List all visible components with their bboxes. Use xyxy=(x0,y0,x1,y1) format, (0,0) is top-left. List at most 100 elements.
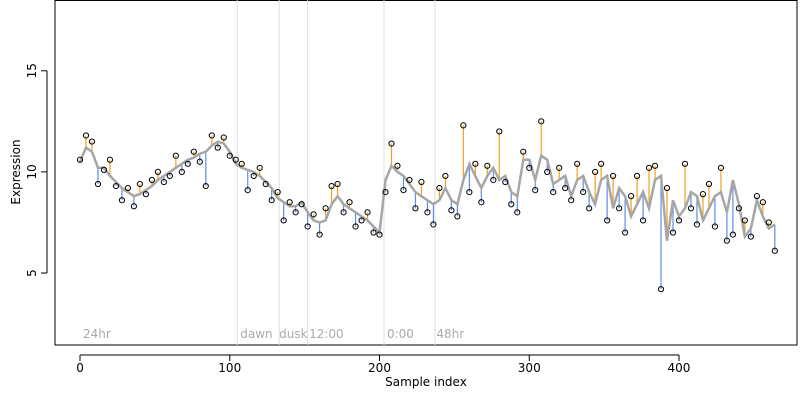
y-tick-label: 5 xyxy=(25,269,39,277)
point xyxy=(753,193,760,200)
y-axis-label: Expression xyxy=(9,139,23,204)
point xyxy=(424,209,431,216)
point xyxy=(759,199,766,206)
point xyxy=(382,189,389,196)
point xyxy=(202,182,209,190)
point xyxy=(771,247,778,254)
point xyxy=(196,158,203,165)
point xyxy=(124,184,132,192)
x-tick-label: 0 xyxy=(76,361,84,375)
point xyxy=(532,186,539,194)
point xyxy=(214,144,221,151)
point xyxy=(226,152,233,159)
point xyxy=(687,205,695,212)
point xyxy=(76,156,84,163)
point xyxy=(717,164,725,171)
point xyxy=(154,168,161,175)
point xyxy=(292,209,299,216)
point xyxy=(406,176,413,184)
point xyxy=(304,223,311,230)
point xyxy=(460,122,467,129)
point xyxy=(136,180,144,188)
point xyxy=(310,211,317,218)
point xyxy=(340,209,347,216)
point xyxy=(316,231,323,238)
point xyxy=(610,172,617,180)
point xyxy=(394,162,401,169)
point xyxy=(118,197,126,204)
point xyxy=(244,186,251,194)
point xyxy=(699,191,707,198)
point xyxy=(376,231,383,238)
point xyxy=(412,205,419,212)
point xyxy=(562,184,569,192)
point xyxy=(490,176,497,184)
point xyxy=(550,189,557,196)
point xyxy=(508,201,515,208)
point xyxy=(286,199,293,206)
point xyxy=(496,128,503,135)
x-axis-label: Sample index xyxy=(385,375,467,389)
annotation: 0:00 xyxy=(387,327,414,341)
point xyxy=(364,209,371,216)
point xyxy=(526,164,533,171)
annotation: dawn xyxy=(240,327,272,341)
point xyxy=(723,237,731,244)
point xyxy=(735,205,742,212)
point xyxy=(232,156,239,163)
point xyxy=(765,219,772,226)
point xyxy=(669,229,677,236)
point xyxy=(190,148,197,155)
point xyxy=(352,223,359,230)
point xyxy=(598,160,605,167)
annotation: 12:00 xyxy=(309,327,344,341)
point xyxy=(100,166,108,173)
point xyxy=(184,160,191,167)
point xyxy=(220,134,227,141)
plot-frame xyxy=(54,0,798,346)
point xyxy=(681,160,689,167)
point xyxy=(130,203,138,210)
point xyxy=(663,184,671,192)
point xyxy=(346,199,353,206)
point xyxy=(621,229,629,236)
point xyxy=(466,189,473,196)
fitted-line xyxy=(78,140,776,241)
point xyxy=(484,162,491,169)
point xyxy=(586,205,593,212)
point xyxy=(705,180,713,188)
point xyxy=(148,176,155,184)
point xyxy=(106,156,114,163)
point xyxy=(256,164,263,171)
point xyxy=(328,182,335,190)
point xyxy=(268,197,275,204)
point xyxy=(358,217,365,224)
point xyxy=(94,180,102,188)
point xyxy=(741,217,748,224)
x-tick-label: 400 xyxy=(668,361,691,375)
point xyxy=(178,168,185,175)
point xyxy=(160,178,167,186)
point xyxy=(615,205,623,212)
point xyxy=(711,223,719,230)
x-tick-label: 200 xyxy=(368,361,391,375)
annotation: 48hr xyxy=(436,327,464,341)
point xyxy=(430,221,437,228)
y-tick-label: 15 xyxy=(25,63,39,78)
point xyxy=(334,180,341,188)
point xyxy=(472,160,479,167)
point xyxy=(747,233,754,240)
point xyxy=(274,189,281,196)
point xyxy=(729,231,737,238)
point xyxy=(514,209,521,216)
point xyxy=(580,189,587,196)
y-tick-label: 10 xyxy=(25,164,39,179)
point xyxy=(436,184,443,192)
point xyxy=(238,160,245,167)
point xyxy=(675,217,683,224)
point xyxy=(627,193,635,200)
point xyxy=(442,172,449,180)
point xyxy=(166,172,173,180)
point xyxy=(651,162,659,169)
